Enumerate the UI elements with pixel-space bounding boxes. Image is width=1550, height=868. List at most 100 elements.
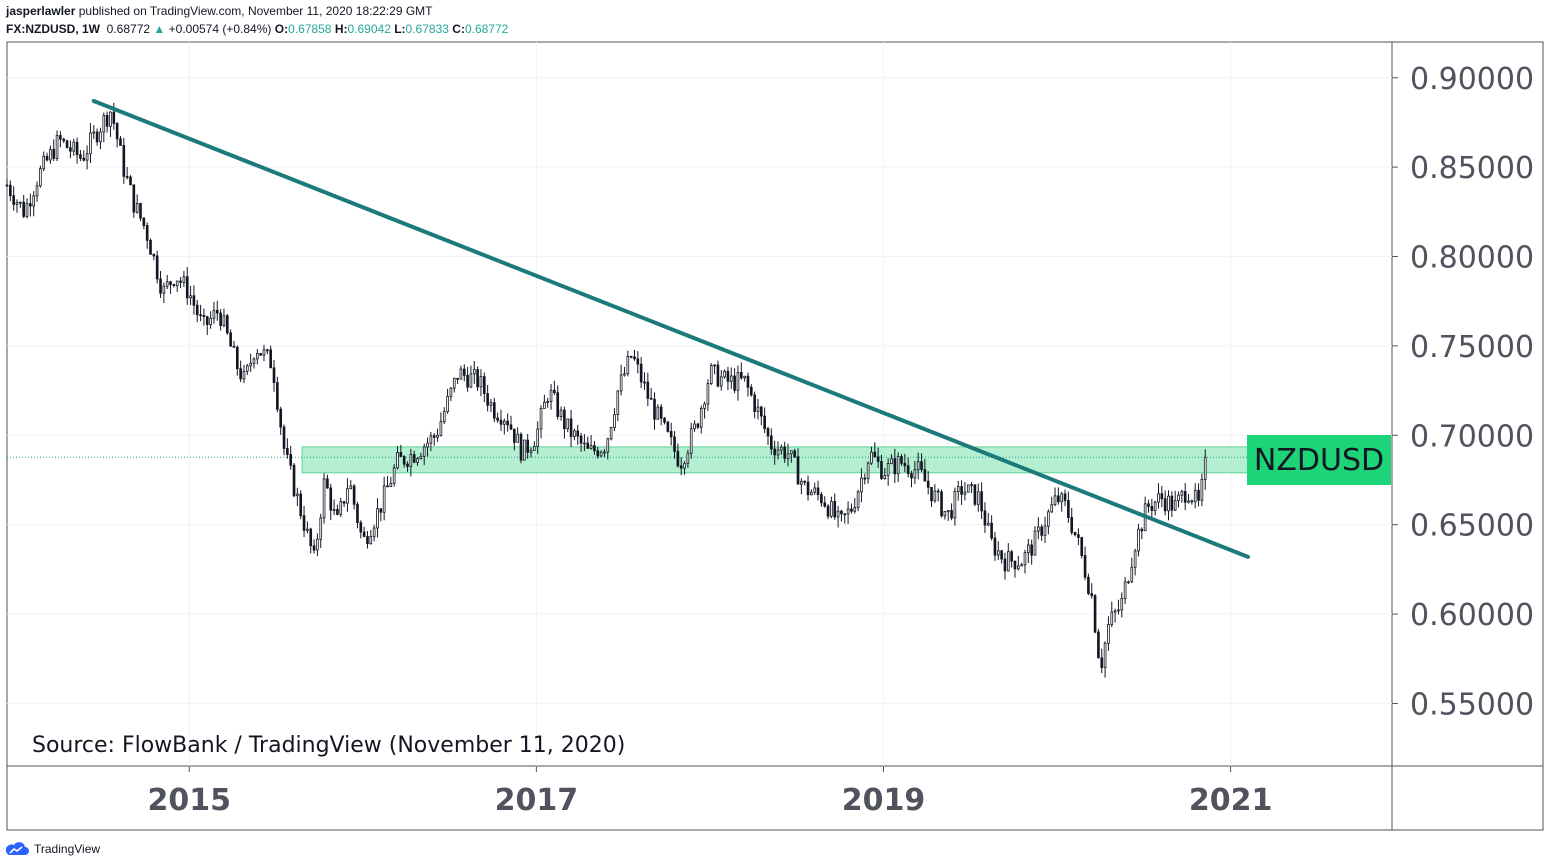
candle-body [1073, 531, 1077, 536]
candle-body [533, 446, 536, 451]
candle-body [1097, 631, 1100, 659]
tradingview-cloud-icon [5, 842, 29, 855]
source-note: Source: FlowBank / TradingView (November… [32, 733, 625, 758]
candle-body [553, 389, 556, 394]
candle-body [1000, 550, 1003, 560]
candle-body [693, 423, 696, 430]
candle-body [1137, 528, 1140, 552]
candle-body [29, 203, 32, 207]
candle-body [863, 477, 867, 480]
candle-body [502, 420, 506, 425]
candle-body [1043, 525, 1047, 536]
candle-body [739, 372, 743, 379]
candle-body [713, 364, 716, 367]
candle-body [1187, 500, 1190, 503]
candle-body [873, 451, 877, 458]
candle-body [636, 358, 640, 365]
candle-body [1183, 491, 1187, 503]
candle-body [810, 491, 813, 496]
candle-body [282, 426, 286, 449]
candle-body [629, 355, 633, 358]
candle-body [623, 373, 626, 376]
candle-body [1113, 610, 1117, 613]
candle-body [729, 375, 733, 382]
candle-body [673, 436, 676, 452]
candle-body [326, 478, 329, 489]
candle-body [1203, 456, 1207, 480]
candle-body [302, 515, 306, 531]
candle-body [452, 377, 456, 389]
candle-body [813, 487, 817, 493]
candle-body [129, 176, 132, 186]
candle-body [973, 484, 977, 505]
candle-body [1010, 551, 1013, 562]
candle-body [963, 491, 967, 495]
candle-body [900, 456, 903, 464]
candle-body [663, 417, 666, 423]
candle-body [59, 135, 62, 140]
candle-body [205, 316, 209, 325]
candle-body [860, 477, 863, 493]
candle-body [910, 473, 913, 479]
candle-body [896, 456, 900, 475]
candle-body [706, 383, 710, 405]
open-label: O: [274, 22, 289, 36]
candle-body [459, 368, 463, 380]
candle-body [649, 397, 653, 400]
candle-body [192, 295, 196, 306]
change-arrow-icon: ▲ [153, 22, 166, 36]
candle-body [529, 449, 533, 453]
candle-body [506, 420, 509, 426]
candle-body [756, 406, 760, 412]
price-axis[interactable]: 0.55000 0.60000 0.65000 0.70000 0.75000 0.800… [1392, 62, 1534, 723]
candle-body [195, 304, 199, 316]
candle-body [296, 493, 299, 497]
candle-body [1170, 495, 1174, 511]
candle-body [1083, 555, 1087, 578]
candle-body [386, 485, 389, 488]
candle-body [1006, 551, 1010, 572]
candle-body [1057, 495, 1060, 503]
candle-body [719, 376, 723, 387]
candle-body [5, 184, 9, 187]
publisher-name[interactable]: jasperlawler [6, 4, 76, 18]
candle-body [1100, 657, 1104, 668]
open-value: 0.67858 [288, 22, 332, 36]
candle-body [9, 184, 12, 197]
candle-body [726, 370, 730, 382]
candle-body [699, 408, 703, 428]
candle-body [1123, 581, 1127, 599]
candle-body [569, 418, 573, 437]
candle-body [499, 419, 503, 425]
candle-body [155, 255, 159, 280]
candle-body [619, 374, 623, 392]
candle-body [743, 375, 746, 379]
candle-body [85, 153, 89, 161]
candle-body [45, 155, 49, 161]
candle-body [776, 449, 780, 456]
candle-body [1190, 500, 1194, 503]
time-axis[interactable]: 2015 2017 2019 2021 [147, 766, 1272, 818]
candle-body [890, 458, 893, 464]
candle-body [609, 427, 613, 440]
candle-body [913, 469, 917, 479]
symbol-label[interactable]: FX:NZDUSD, 1W [6, 22, 100, 36]
downtrend-line [91, 98, 1250, 559]
candle-body [1020, 564, 1023, 567]
candle-body [235, 346, 239, 370]
candle-body [202, 314, 206, 317]
candle-body [749, 386, 753, 396]
symbol-label-text: NZDUSD [1254, 443, 1384, 478]
tradingview-footer[interactable]: TradingView [4, 842, 100, 856]
candle-body [1093, 595, 1097, 633]
candle-body [62, 138, 66, 142]
published-line: jasperlawler published on TradingView.co… [6, 4, 432, 18]
candle-body [419, 455, 423, 459]
candle-body [256, 353, 259, 360]
price-tick-label: 0.60000 [1410, 598, 1534, 633]
candle-body [956, 486, 960, 492]
candle-body [112, 111, 116, 124]
candle-body [399, 452, 403, 457]
candle-body [523, 439, 526, 461]
